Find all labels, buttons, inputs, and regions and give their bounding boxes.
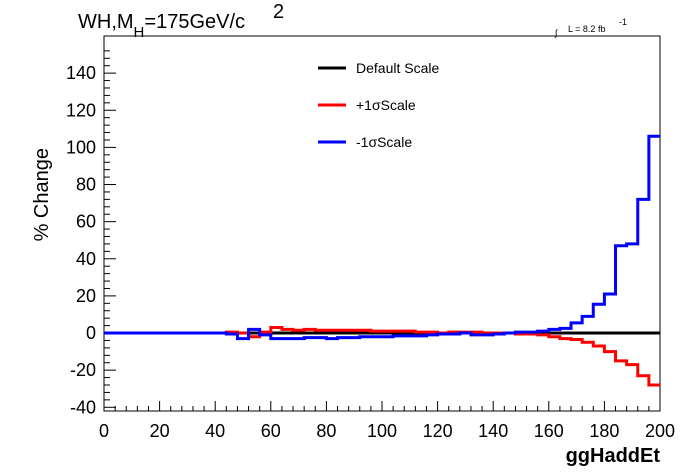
y-tick-label: 80 bbox=[76, 175, 96, 195]
y-tick-label: 40 bbox=[76, 249, 96, 269]
legend-label: +1σScale bbox=[356, 97, 416, 113]
legend: Default Scale +1σScale -1σScale bbox=[318, 60, 439, 150]
series-line-2 bbox=[104, 134, 660, 341]
title-rest: =175GeV/c bbox=[144, 11, 245, 33]
x-tick-label: 60 bbox=[261, 421, 281, 441]
y-tick-label: 100 bbox=[66, 137, 96, 157]
title-superscript: 2 bbox=[273, 1, 284, 23]
svg-text:WH,MH=175GeV/c: WH,MH=175GeV/c bbox=[78, 11, 245, 41]
legend-label: Default Scale bbox=[356, 60, 439, 76]
x-tick-label: 0 bbox=[99, 421, 109, 441]
x-tick-label: 80 bbox=[316, 421, 336, 441]
x-tick-label: 120 bbox=[423, 421, 453, 441]
x-tick-label: 180 bbox=[589, 421, 619, 441]
x-tick-label: 20 bbox=[150, 421, 170, 441]
chart-title: WH,MH=175GeV/c 2 bbox=[78, 1, 284, 41]
x-tick-label: 200 bbox=[645, 421, 675, 441]
plot-frame bbox=[103, 35, 661, 412]
y-tick-label: 120 bbox=[66, 100, 96, 120]
x-tick-label: 140 bbox=[478, 421, 508, 441]
x-tick-label: 160 bbox=[534, 421, 564, 441]
integral-sign: ∫ bbox=[554, 28, 559, 38]
y-tick-label: -40 bbox=[70, 397, 96, 417]
y-tick-label: 20 bbox=[76, 286, 96, 306]
x-tick-label: 40 bbox=[205, 421, 225, 441]
luminosity-label: ∫ L = 8.2 fb -1 bbox=[554, 17, 627, 38]
x-axis-title: ggHaddEt bbox=[566, 445, 661, 467]
title-main: WH,M bbox=[78, 11, 134, 33]
luminosity-text: L = 8.2 fb bbox=[568, 24, 605, 34]
y-tick-label: 140 bbox=[66, 63, 96, 83]
axes: 0 20 40 60 80 100 120 140 160 180 200 -40 -20 0 20 40 60… bbox=[66, 50, 675, 441]
series-line-1 bbox=[104, 325, 660, 387]
y-tick-label: 60 bbox=[76, 212, 96, 232]
x-tick-label: 100 bbox=[367, 421, 397, 441]
y-axis-title: % Change bbox=[31, 148, 53, 241]
y-tick-label: -20 bbox=[70, 360, 96, 380]
luminosity-superscript: -1 bbox=[619, 17, 627, 27]
series-layer bbox=[104, 134, 660, 387]
title-subscript: H bbox=[134, 24, 145, 41]
legend-label: -1σScale bbox=[356, 134, 412, 150]
y-tick-label: 0 bbox=[86, 323, 96, 343]
